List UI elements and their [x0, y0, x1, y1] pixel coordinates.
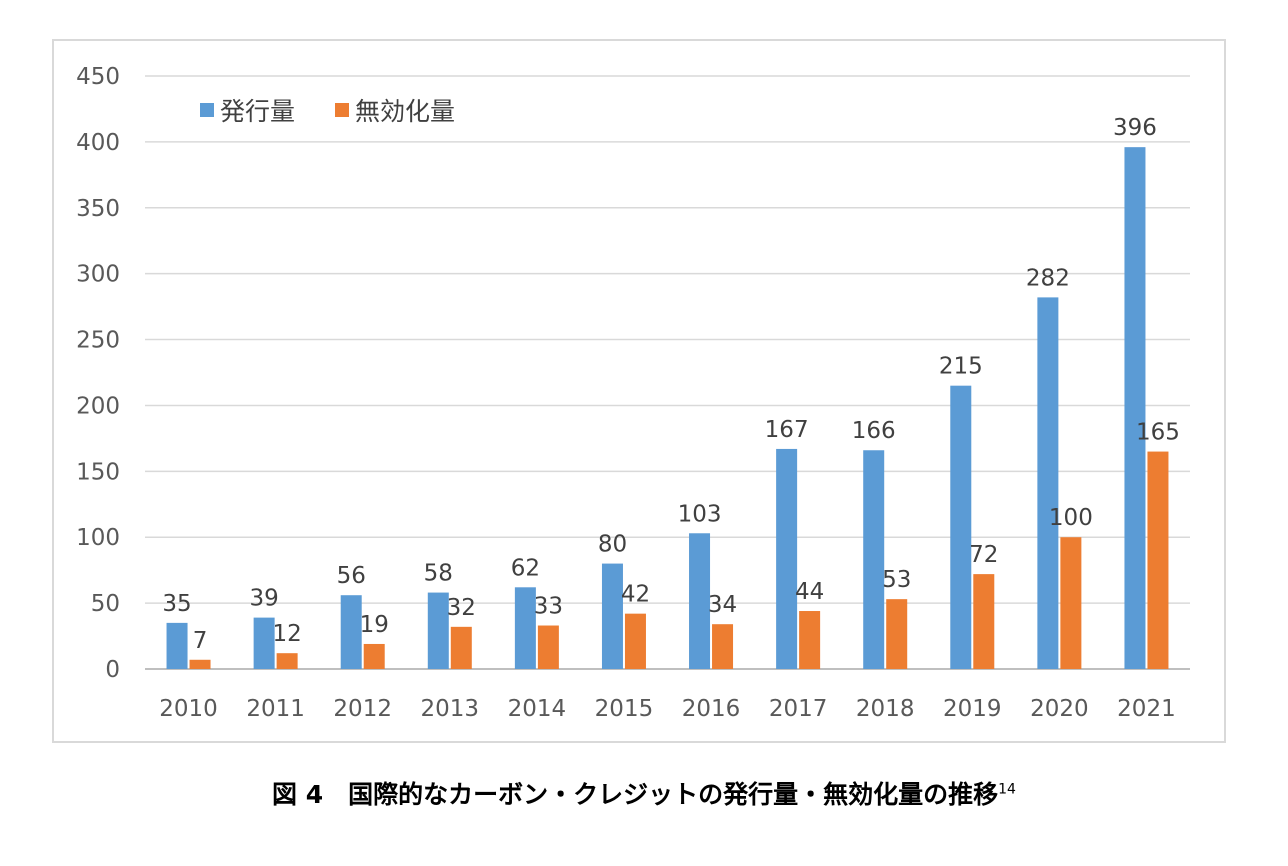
- bars: [166, 147, 1169, 669]
- bar-retirement: [189, 659, 211, 669]
- data-label-retirement: 42: [621, 582, 650, 608]
- data-label-issuance: 39: [249, 586, 278, 612]
- data-label-issuance: 58: [424, 561, 453, 587]
- data-label-issuance: 166: [852, 418, 896, 444]
- data-label-issuance: 215: [939, 354, 983, 380]
- bar-issuance: [514, 587, 536, 669]
- y-tick-label: 100: [76, 525, 120, 551]
- legend-swatch-retirement: [335, 103, 349, 117]
- y-tick-label: 450: [76, 64, 120, 90]
- bar-issuance: [166, 622, 188, 669]
- bar-issuance: [863, 450, 885, 669]
- x-tick-label: 2011: [246, 696, 305, 722]
- data-label-issuance: 167: [765, 417, 809, 443]
- bar-issuance: [427, 592, 449, 669]
- data-label-retirement: 7: [193, 628, 208, 654]
- x-tick-label: 2015: [595, 696, 654, 722]
- y-tick-label: 400: [76, 130, 120, 156]
- y-tick-label: 200: [76, 393, 120, 419]
- bar-issuance: [1037, 297, 1059, 669]
- data-label-retirement: 32: [447, 595, 476, 621]
- x-tick-label: 2019: [943, 696, 1002, 722]
- x-tick-label: 2014: [508, 696, 567, 722]
- x-tick-label: 2013: [421, 696, 480, 722]
- y-tick-label: 350: [76, 196, 120, 222]
- data-label-issuance: 56: [337, 563, 366, 589]
- y-tick-label: 300: [76, 262, 120, 288]
- data-label-retirement: 34: [708, 592, 737, 618]
- data-label-issuance: 396: [1113, 115, 1157, 141]
- bar-retirement: [624, 613, 646, 669]
- bar-issuance: [253, 617, 275, 669]
- caption-footnote: 14: [998, 781, 1016, 798]
- data-label-retirement: 72: [969, 542, 998, 568]
- figure-caption: 図 4 国際的なカーボン・クレジットの発行量・無効化量の推移14: [0, 775, 1288, 811]
- x-tick-label: 2021: [1117, 696, 1176, 722]
- data-label-retirement: 19: [360, 612, 389, 638]
- legend-swatch-issuance: [200, 103, 214, 117]
- x-tick-label: 2010: [159, 696, 218, 722]
- bar-retirement: [712, 624, 734, 669]
- data-label-issuance: 80: [598, 532, 627, 558]
- bar-retirement: [886, 599, 908, 669]
- legend-label-issuance: 発行量: [220, 97, 295, 126]
- bar-issuance: [689, 533, 711, 669]
- bar-retirement: [363, 643, 385, 669]
- gridlines: [145, 75, 1190, 670]
- x-tick-label: 2012: [333, 696, 392, 722]
- x-tick-label: 2017: [769, 696, 828, 722]
- data-label-retirement: 33: [534, 594, 563, 620]
- data-label-retirement: 44: [795, 579, 824, 605]
- bar-retirement: [1147, 451, 1169, 669]
- data-label-issuance: 103: [678, 501, 722, 527]
- data-label-retirement: 100: [1049, 505, 1093, 531]
- data-label-issuance: 35: [162, 591, 191, 617]
- y-tick-label: 250: [76, 328, 120, 354]
- y-tick-label: 50: [91, 591, 120, 617]
- bar-issuance: [601, 563, 623, 669]
- x-axis-ticks: 2010 2011 2012 2013 2014 2015 2016 2017 2018 2019…: [159, 696, 1175, 722]
- y-tick-label: 150: [76, 459, 120, 485]
- y-tick-label: 0: [105, 657, 120, 683]
- data-label-issuance: 62: [511, 555, 540, 581]
- bar-issuance: [1124, 147, 1146, 669]
- bar-issuance: [340, 595, 362, 669]
- legend-label-retirement: 無効化量: [355, 97, 455, 126]
- data-label-retirement: 165: [1136, 420, 1180, 446]
- data-label-issuance: 282: [1026, 265, 1070, 291]
- bar-retirement: [276, 653, 298, 669]
- x-tick-label: 2016: [682, 696, 741, 722]
- bar-retirement: [450, 626, 472, 669]
- x-tick-label: 2020: [1030, 696, 1089, 722]
- caption-text: 図 4 国際的なカーボン・クレジットの発行量・無効化量の推移: [272, 780, 999, 809]
- bar-retirement: [799, 611, 821, 669]
- bar-issuance: [950, 385, 972, 669]
- bar-retirement: [1060, 537, 1082, 669]
- data-labels: 357 39 12 56 19 58 32 62 33 80 42 103 34 167 44 166 53 21…: [162, 115, 1180, 654]
- data-label-retirement: 12: [272, 621, 301, 647]
- bar-issuance: [776, 448, 798, 669]
- legend: 発行量 無効化量: [200, 97, 455, 126]
- bar-retirement: [973, 574, 995, 669]
- bar-retirement: [537, 625, 559, 669]
- x-tick-label: 2018: [856, 696, 915, 722]
- y-axis-ticks: 0 50 100 150 200 250 300 350 400 450: [76, 64, 120, 683]
- data-label-retirement: 53: [882, 567, 911, 593]
